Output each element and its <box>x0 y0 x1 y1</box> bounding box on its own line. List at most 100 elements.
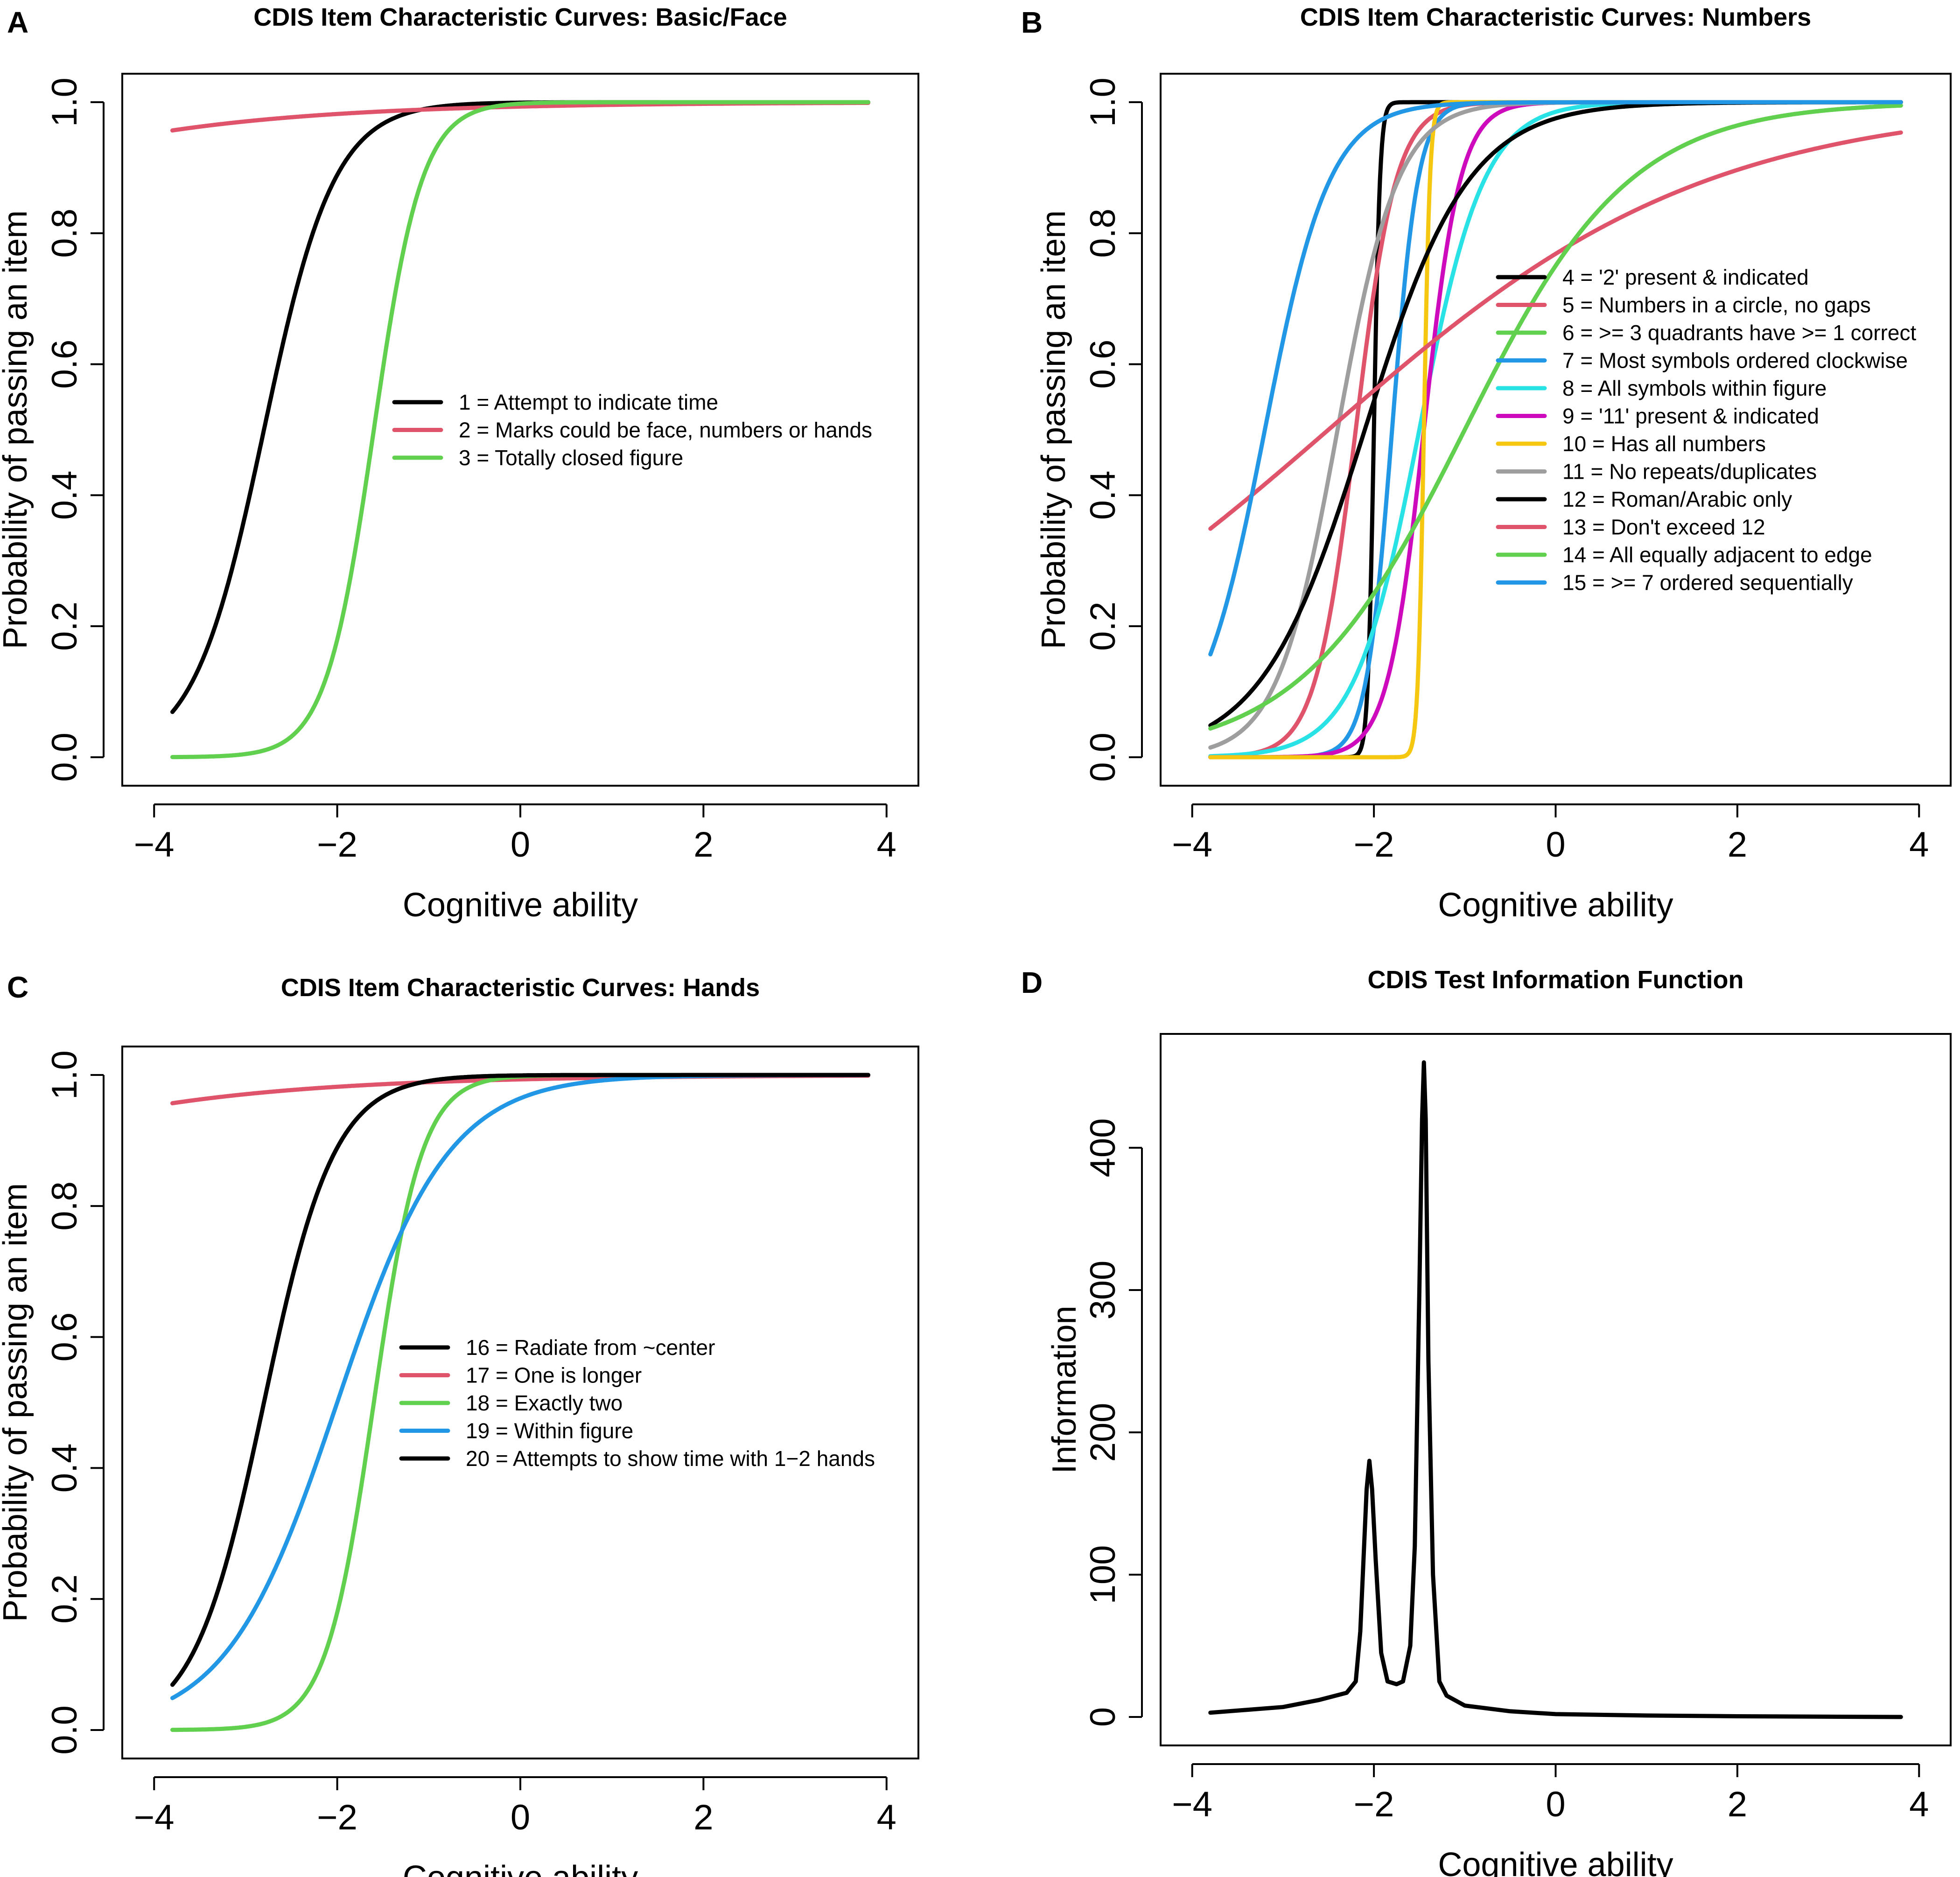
plot-frame <box>1160 1033 1952 1746</box>
panel-d: D CDIS Test Information Function −4 −2 0 2 4 Co… <box>1021 966 1952 1877</box>
y-tick-label: 1.0 <box>45 77 84 127</box>
legend-entry: 17 = One is longer <box>466 1363 642 1388</box>
chart-title: CDIS Test Information Function <box>1368 966 1744 994</box>
legend-entry: 19 = Within figure <box>466 1419 633 1443</box>
x-axis-label: Cognitive ability <box>1438 1846 1673 1877</box>
legend-entry: 5 = Numbers in a circle, no gaps <box>1562 293 1871 317</box>
series-group <box>1208 100 1903 760</box>
series-group <box>1208 1060 1903 1719</box>
x-tick-label: −4 <box>134 1798 175 1837</box>
x-tick-label: −2 <box>1354 1785 1394 1824</box>
legend-entry: 7 = Most symbols ordered clockwise <box>1562 349 1908 373</box>
legend-entry: 20 = Attempts to show time with 1−2 hand… <box>466 1446 875 1471</box>
series-line <box>1208 100 1903 760</box>
legend-entry: 1 = Attempt to indicate time <box>459 390 718 414</box>
legend-entry: 9 = '11' present & indicated <box>1562 404 1819 428</box>
x-tick-label: 2 <box>1728 1785 1747 1824</box>
x-tick-label: 4 <box>1909 825 1929 865</box>
series-line <box>1208 100 1903 760</box>
series-line <box>1208 100 1903 760</box>
x-tick-label: 4 <box>1909 1785 1929 1824</box>
legend: 1 = Attempt to indicate time 2 = Marks co… <box>392 390 872 470</box>
x-tick-label: 4 <box>877 1798 896 1837</box>
panel-letter: C <box>7 970 28 1004</box>
plot-frame <box>121 1046 919 1759</box>
y-tick-label: 0.4 <box>45 471 84 520</box>
x-tick-label: −4 <box>134 825 175 865</box>
y-axis-label: Probability of passing an item <box>0 1183 34 1622</box>
panel-a: A CDIS Item Characteristic Curves: Basic/… <box>0 3 919 924</box>
legend-entry: 8 = All symbols within figure <box>1562 376 1827 400</box>
series-line <box>1208 1060 1903 1719</box>
y-tick-label: 0.4 <box>45 1444 84 1493</box>
legend-entry: 4 = '2' present & indicated <box>1562 265 1809 289</box>
y-tick-label: 0.2 <box>45 601 84 651</box>
panel-letter: B <box>1021 6 1043 39</box>
y-tick-label: 300 <box>1083 1261 1123 1320</box>
x-tick-label: 0 <box>1546 825 1565 865</box>
y-tick-label: 0 <box>1083 1707 1123 1727</box>
panel-letter: A <box>7 6 28 39</box>
y-tick-label: 0.2 <box>45 1574 84 1624</box>
plot-frame <box>1160 73 1952 787</box>
y-tick-label: 0.0 <box>45 1705 84 1755</box>
y-tick-label: 1.0 <box>45 1050 84 1100</box>
y-tick-label: 0.8 <box>45 209 84 258</box>
x-tick-label: −2 <box>317 1798 357 1837</box>
x-tick-label: −4 <box>1172 825 1212 865</box>
y-tick-label: 0.8 <box>1083 209 1123 258</box>
series-line <box>1208 100 1903 760</box>
legend-entry: 14 = All equally adjacent to edge <box>1562 543 1872 567</box>
series-group <box>170 100 870 760</box>
legend-entry: 3 = Totally closed figure <box>459 446 683 470</box>
panel-letter: D <box>1021 966 1043 999</box>
x-axis-label: Cognitive ability <box>1438 886 1673 924</box>
panel-c: C CDIS Item Characteristic Curves: Hands −… <box>0 970 919 1877</box>
legend-entry: 11 = No repeats/duplicates <box>1562 460 1817 484</box>
y-tick-label: 1.0 <box>1083 77 1123 127</box>
chart-title: CDIS Item Characteristic Curves: Hands <box>281 974 760 1002</box>
legend-entry: 6 = >= 3 quadrants have >= 1 correct <box>1562 321 1916 345</box>
x-tick-label: −2 <box>1354 825 1394 865</box>
x-tick-label: 0 <box>511 825 530 865</box>
series-line <box>1208 103 1903 731</box>
legend-entry: 10 = Has all numbers <box>1562 432 1766 456</box>
y-tick-label: 400 <box>1083 1118 1123 1178</box>
y-axis-label: Probability of passing an item <box>1035 210 1072 649</box>
y-tick-label: 0.0 <box>1083 733 1123 782</box>
legend: 16 = Radiate from ~center 17 = One is lon… <box>399 1335 875 1471</box>
y-tick-label: 0.0 <box>45 733 84 782</box>
y-tick-label: 0.4 <box>1083 471 1123 520</box>
legend: 4 = '2' present & indicated 5 = Numbers i… <box>1496 265 1916 595</box>
x-tick-label: −2 <box>317 825 357 865</box>
series-line <box>170 100 870 760</box>
legend-entry: 15 = >= 7 ordered sequentially <box>1562 571 1853 595</box>
x-tick-label: 4 <box>877 825 896 865</box>
x-tick-label: 2 <box>1728 825 1747 865</box>
x-axis-label: Cognitive ability <box>403 886 638 924</box>
y-tick-label: 0.6 <box>45 340 84 389</box>
y-tick-label: 200 <box>1083 1403 1123 1462</box>
legend-entry: 2 = Marks could be face, numbers or hand… <box>459 418 872 442</box>
y-axis-label: Probability of passing an item <box>0 210 34 649</box>
series-line <box>1208 100 1903 759</box>
series-line <box>1208 100 1903 759</box>
chart-title: CDIS Item Characteristic Curves: Basic/F… <box>253 3 787 31</box>
x-tick-label: 2 <box>693 825 713 865</box>
series-group <box>170 1073 870 1732</box>
legend-entry: 12 = Roman/Arabic only <box>1562 487 1792 511</box>
y-tick-label: 0.6 <box>1083 340 1123 389</box>
y-axis-label: Information <box>1046 1305 1083 1473</box>
chart-title: CDIS Item Characteristic Curves: Numbers <box>1300 3 1811 31</box>
series-line <box>170 101 870 133</box>
x-tick-label: 0 <box>1546 1785 1565 1824</box>
legend-entry: 13 = Don't exceed 12 <box>1562 515 1765 539</box>
legend-entry: 18 = Exactly two <box>466 1391 623 1415</box>
x-tick-label: 2 <box>693 1798 713 1837</box>
series-line <box>170 1073 870 1687</box>
series-line <box>1208 130 1903 531</box>
panel-b: B CDIS Item Characteristic Curves: Number… <box>1021 3 1952 924</box>
plot-frame <box>121 73 919 787</box>
y-tick-label: 100 <box>1083 1545 1123 1605</box>
